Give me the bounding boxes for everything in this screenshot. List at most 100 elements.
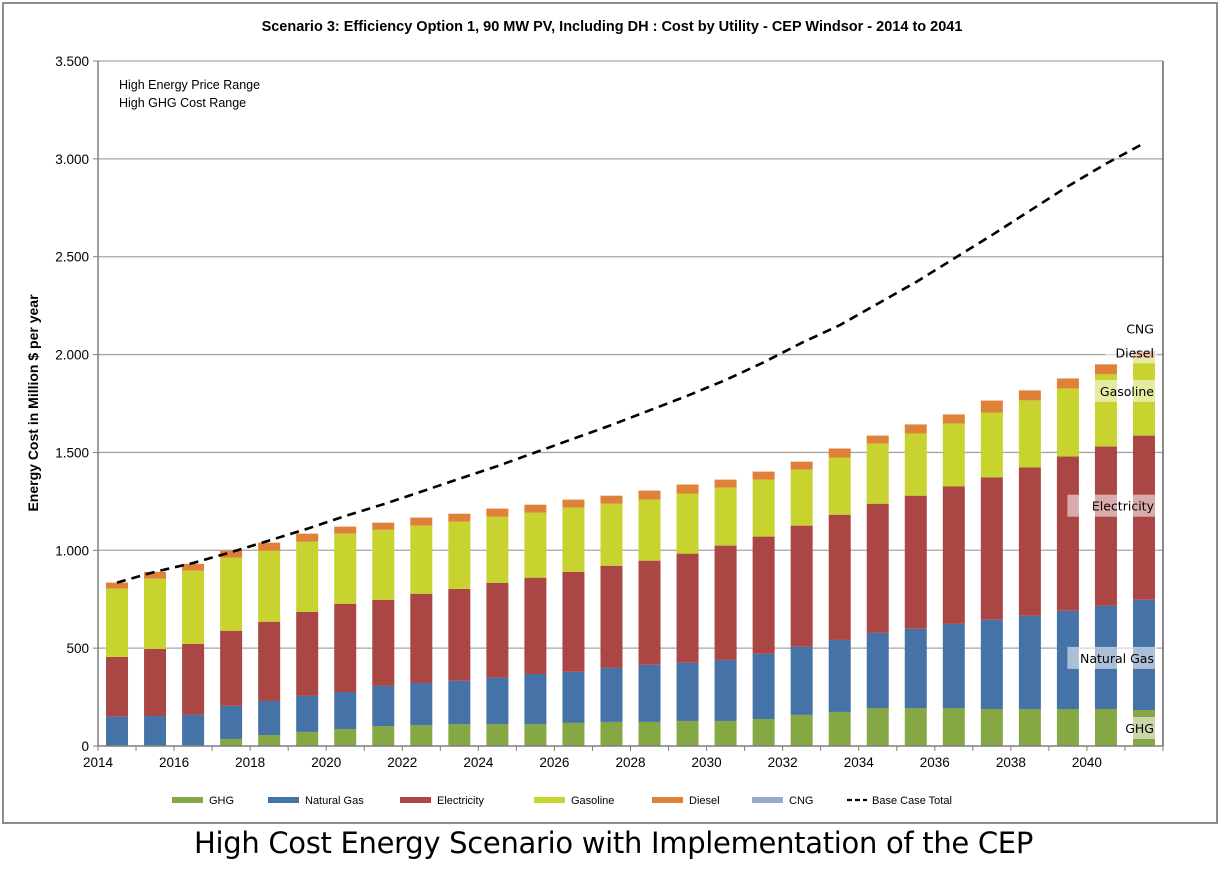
bar-stack-2035	[904, 424, 927, 746]
bar-gasoline-2018	[258, 550, 281, 622]
y-tick-label: 2.000	[55, 348, 89, 363]
bar-stack-2040	[1094, 364, 1117, 746]
bar-electricity-2015	[144, 648, 167, 717]
bar-gasoline-2019	[296, 541, 319, 612]
bar-natural-gas-2019	[296, 695, 319, 732]
bar-natural-gas-2032	[790, 646, 813, 715]
bar-stack-2016	[182, 563, 205, 746]
bar-electricity-2023	[448, 588, 471, 681]
series-label-natural-gas: Natural Gas	[1080, 651, 1154, 666]
y-tick-label: 0	[81, 739, 89, 754]
bar-diesel-2030	[714, 479, 737, 488]
legend-swatch	[534, 797, 565, 803]
bar-stack-2021	[372, 522, 395, 746]
bar-ghg-2032	[790, 714, 813, 746]
bar-diesel-2039	[1056, 378, 1079, 389]
bar-natural-gas-2029	[676, 662, 699, 721]
bar-electricity-2041	[1132, 435, 1155, 600]
bar-stack-2032	[790, 461, 813, 746]
bar-electricity-2019	[296, 611, 319, 696]
bar-natural-gas-2023	[448, 680, 471, 725]
bar-natural-gas-2037	[980, 619, 1003, 710]
bar-ghg-2026	[562, 722, 585, 746]
bar-gasoline-2016	[182, 570, 205, 644]
legend-label: Base Case Total	[872, 795, 952, 807]
bar-stack-2037	[980, 400, 1003, 746]
series-label-gasoline: Gasoline	[1100, 384, 1154, 399]
bar-gasoline-2029	[676, 493, 699, 554]
bar-electricity-2038	[1018, 467, 1041, 616]
bar-electricity-2032	[790, 525, 813, 647]
bar-stack-2031	[752, 471, 775, 746]
bar-ghg-2027	[600, 721, 623, 746]
y-tick-label: 500	[66, 641, 89, 656]
bar-stack-2033	[828, 448, 851, 746]
bar-stack-2017	[220, 550, 243, 746]
legend-swatch	[652, 797, 683, 803]
bar-diesel-2026	[562, 499, 585, 508]
bar-ghg-2021	[372, 726, 395, 746]
bar-gasoline-2038	[1018, 400, 1041, 468]
bar-ghg-2022	[410, 725, 433, 746]
bar-electricity-2035	[904, 495, 927, 629]
bar-diesel-2022	[410, 517, 433, 526]
bar-ghg-2034	[866, 708, 889, 746]
bar-ghg-2040	[1094, 709, 1117, 746]
bar-stack-2023	[448, 513, 471, 746]
bar-natural-gas-2026	[562, 671, 585, 723]
bar-electricity-2030	[714, 545, 737, 660]
bar-stack-2022	[410, 517, 433, 746]
x-tick-label: 2024	[463, 755, 494, 770]
bar-diesel-2035	[904, 424, 927, 434]
bar-natural-gas-2014	[106, 716, 129, 746]
bar-electricity-2034	[866, 503, 889, 633]
x-tick-label: 2026	[539, 755, 569, 770]
bar-natural-gas-2031	[752, 653, 775, 719]
bar-diesel-2040	[1094, 364, 1117, 375]
bar-electricity-2036	[942, 486, 965, 624]
bar-electricity-2031	[752, 536, 775, 654]
bar-ghg-2039	[1056, 709, 1079, 746]
bar-natural-gas-2016	[182, 714, 205, 746]
bar-electricity-2020	[334, 603, 357, 692]
chart-title: Scenario 3: Efficiency Option 1, 90 MW P…	[262, 19, 963, 35]
x-tick-label: 2016	[159, 755, 189, 770]
x-tick-label: 2034	[844, 755, 875, 770]
bar-ghg-2029	[676, 720, 699, 746]
x-tick-label: 2036	[920, 755, 950, 770]
bar-stack-2028	[638, 490, 661, 746]
y-tick-label: 1.500	[55, 445, 89, 460]
bar-natural-gas-2033	[828, 639, 851, 712]
legend-label: Gasoline	[571, 795, 614, 807]
x-tick-label: 2030	[692, 755, 722, 770]
bar-stack-2025	[524, 504, 547, 746]
bar-ghg-2020	[334, 728, 357, 746]
bar-diesel-2032	[790, 461, 813, 470]
bar-stack-2026	[562, 499, 585, 746]
base-case-total-line	[116, 142, 1145, 584]
bar-diesel-2025	[524, 504, 547, 513]
x-tick-label: 2038	[996, 755, 1026, 770]
bar-diesel-2024	[486, 508, 509, 517]
bar-diesel-2036	[942, 414, 965, 424]
bar-natural-gas-2018	[258, 700, 281, 736]
bar-gasoline-2027	[600, 503, 623, 566]
bar-diesel-2016	[182, 563, 205, 571]
bar-electricity-2022	[410, 593, 433, 683]
bar-electricity-2017	[220, 630, 243, 706]
bar-stack-2036	[942, 414, 965, 746]
series-label-bg	[1105, 341, 1157, 364]
legend-swatch	[172, 797, 203, 803]
series-label-bg	[1128, 317, 1157, 340]
bar-gasoline-2014	[106, 588, 129, 657]
bar-ghg-2023	[448, 724, 471, 746]
bar-gasoline-2024	[486, 516, 509, 583]
bar-natural-gas-2034	[866, 632, 889, 709]
legend-label: Natural Gas	[305, 795, 364, 807]
bar-natural-gas-2022	[410, 682, 433, 726]
bar-gasoline-2036	[942, 423, 965, 487]
series-label-cng: CNG	[1126, 321, 1154, 336]
bar-gasoline-2015	[144, 578, 167, 649]
bar-natural-gas-2028	[638, 664, 661, 722]
bar-ghg-2028	[638, 721, 661, 746]
